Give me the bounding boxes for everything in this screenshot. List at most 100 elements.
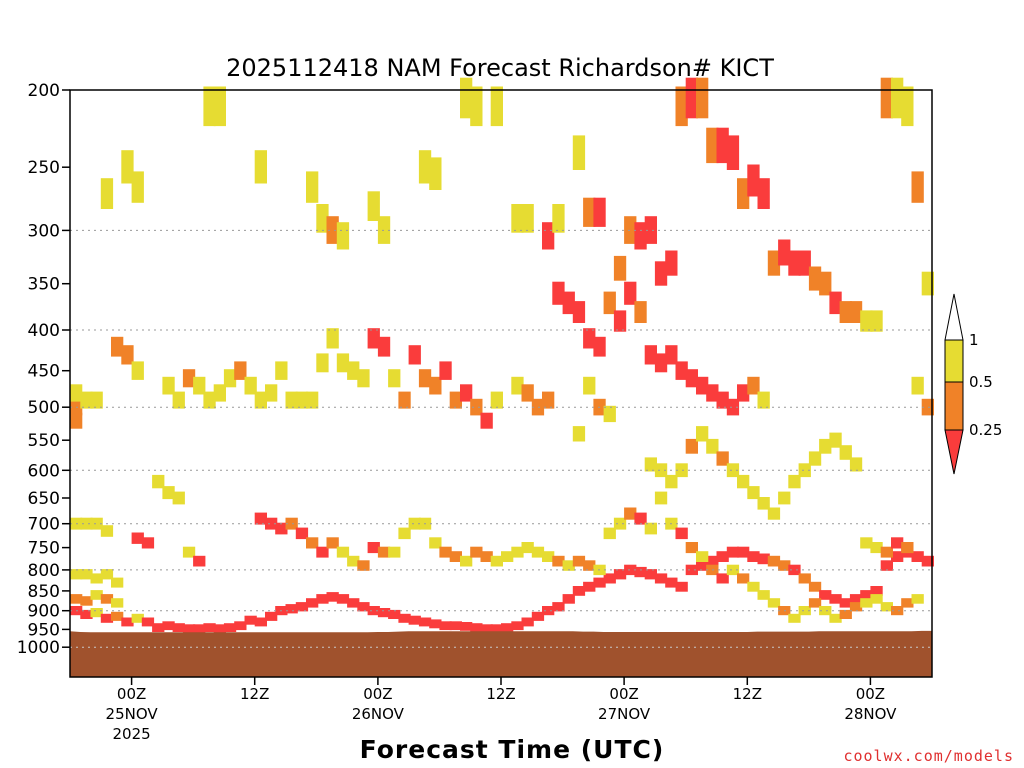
ri-cell	[808, 598, 822, 608]
x-tick-label: 12Z	[240, 685, 269, 703]
ri-cell	[480, 551, 493, 562]
ri-cell	[254, 617, 267, 627]
ri-cell	[767, 507, 781, 520]
ri-cell	[654, 353, 668, 373]
x-axis-label: Forecast Time (UTC)	[360, 735, 665, 764]
x-tick-label: 12Z	[733, 685, 762, 703]
ri-cell	[726, 135, 740, 170]
y-tick-label: 200	[28, 81, 60, 101]
ri-cell	[706, 555, 719, 567]
ri-cell	[808, 451, 822, 466]
ri-cell	[675, 527, 688, 540]
ri-cell	[644, 457, 657, 472]
ri-cell	[860, 310, 873, 332]
ri-cell	[152, 623, 165, 632]
ri-cell	[788, 474, 801, 489]
ri-cell	[449, 391, 462, 409]
ri-cell	[111, 598, 124, 608]
ri-cell	[357, 369, 370, 388]
ri-cell	[377, 336, 391, 357]
ri-cell	[460, 384, 473, 402]
ri-cell	[552, 204, 565, 233]
ri-cell	[429, 537, 442, 549]
ri-cell	[80, 609, 93, 619]
ri-cell	[911, 171, 924, 203]
y-tick-label: 700	[28, 515, 60, 535]
ri-cell	[100, 178, 114, 209]
ri-cell	[254, 512, 267, 525]
ri-cell	[244, 376, 257, 395]
ri-cell	[336, 353, 350, 373]
ri-cell	[408, 345, 421, 365]
ri-cell	[521, 617, 534, 627]
ri-cell	[234, 621, 247, 631]
ri-cell	[90, 608, 103, 618]
legend-bin-orange	[944, 381, 964, 431]
ri-cell	[336, 594, 350, 604]
ri-cell	[716, 127, 729, 164]
ri-cell	[757, 590, 770, 600]
legend-label: 0.5	[969, 373, 993, 391]
ri-cell	[377, 608, 391, 618]
y-tick-label: 600	[28, 461, 60, 481]
ri-cell	[624, 564, 637, 576]
ri-cell	[737, 474, 750, 489]
y-tick-label: 900	[28, 602, 60, 622]
ri-cell	[182, 546, 196, 558]
ri-cell	[839, 301, 852, 323]
ri-cell	[737, 384, 750, 402]
ri-cell	[654, 261, 668, 286]
ri-cell	[613, 310, 627, 332]
ground-layer	[70, 630, 932, 677]
ri-cell	[316, 204, 329, 233]
ri-cell	[819, 438, 832, 454]
ri-cell	[408, 615, 421, 625]
ri-cell	[131, 613, 144, 623]
ri-cell	[737, 178, 750, 209]
ri-cell	[193, 376, 206, 395]
ri-cell	[275, 522, 288, 535]
ri-cell	[316, 353, 329, 373]
y-tick-label: 650	[28, 489, 60, 509]
ri-cell	[244, 615, 257, 625]
ri-cell	[747, 164, 760, 197]
ri-cell	[552, 281, 565, 305]
ri-cell	[757, 391, 770, 409]
ri-cell	[162, 621, 175, 631]
ri-cell	[357, 602, 370, 612]
ri-cell	[808, 266, 822, 291]
ri-cell	[316, 594, 329, 604]
ri-cell	[839, 609, 852, 619]
ri-cell	[367, 328, 380, 349]
ri-cell	[583, 328, 596, 349]
grid-lines	[70, 229, 932, 648]
ri-cell	[80, 391, 93, 409]
ri-cell	[100, 569, 114, 580]
ri-cell	[203, 391, 216, 409]
ri-cell	[418, 617, 432, 627]
ri-cell	[767, 555, 781, 567]
ri-cell	[203, 623, 216, 632]
ri-cell	[603, 405, 616, 423]
ri-cell	[531, 398, 545, 416]
y-tick-label: 300	[28, 221, 60, 241]
ri-cell	[870, 586, 883, 596]
ri-cell	[347, 598, 360, 608]
ri-cell	[911, 551, 924, 562]
ri-cell	[172, 391, 185, 409]
legend-bin-red	[944, 429, 964, 475]
ri-cell	[121, 150, 134, 184]
ri-cell	[829, 432, 842, 448]
ri-cell	[829, 613, 842, 623]
ri-cell	[572, 586, 586, 596]
ri-cell	[316, 546, 329, 558]
ri-cell	[100, 594, 114, 604]
ri-cell	[778, 239, 791, 266]
ri-cell	[470, 398, 483, 416]
ri-cell	[254, 150, 267, 184]
x-axis: 00Z 25NOV 2025 12Z 00Z 26NOV 12Z 00Z 27NOV 12Z 00Z…	[106, 677, 897, 743]
x-tick-label: 27NOV	[598, 705, 651, 723]
ri-cell	[593, 197, 606, 227]
ri-cell	[172, 623, 185, 632]
ri-cell	[439, 546, 452, 558]
